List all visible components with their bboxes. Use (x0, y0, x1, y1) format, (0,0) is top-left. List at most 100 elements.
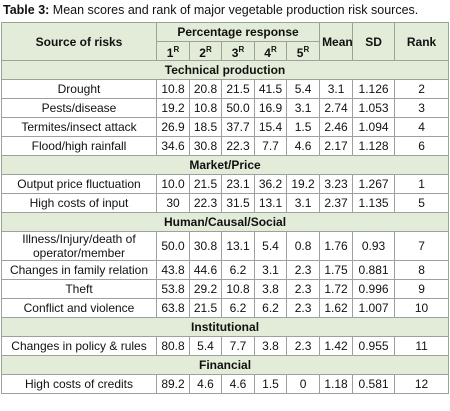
value-cell: 10.8 (189, 98, 222, 118)
value-cell: 9 (394, 279, 450, 299)
value-cell: 0.955 (352, 336, 396, 356)
value-cell: 5.4 (254, 231, 287, 261)
data-row: Drought 10.8 20.8 21.5 41.5 5.4 3.1 1.126 2 (1, 79, 450, 99)
level-header: 4R (254, 41, 287, 61)
level-number: 5 (296, 45, 304, 60)
value-cell: 1.267 (352, 174, 396, 194)
header-cell: Source of risks (1, 22, 157, 61)
value-cell: 6.2 (221, 260, 255, 280)
value-cell: 4 (394, 117, 450, 137)
level-header: 2R (189, 41, 222, 61)
data-row: High costs of credits 89.2 4.6 4.6 1.5 0 1.18 0… (1, 374, 450, 394)
value-cell: 36.2 (254, 174, 287, 194)
header-cell: Rank (394, 22, 450, 61)
value-cell: 1.135 (352, 193, 396, 213)
value-cell: 2 (394, 79, 450, 99)
value-cell: 10.8 (221, 279, 255, 299)
risk-name: Changes in policy & rules (1, 336, 157, 356)
value-cell: 23.1 (221, 174, 255, 194)
risk-name: Conflict and violence (1, 298, 157, 318)
value-cell: 50.0 (221, 98, 255, 118)
risk-name: Changes in family relation (1, 260, 157, 280)
value-cell: 21.5 (189, 298, 222, 318)
table: Source of risks Percentage response Mean SD… (0, 22, 450, 394)
value-cell: 3.23 (319, 174, 354, 194)
risk-name: Termites/insect attack (1, 117, 157, 137)
value-cell: 1.5 (285, 117, 321, 137)
level-superscript: R (238, 44, 245, 54)
value-cell: 0.881 (352, 260, 396, 280)
header-cell: Mean (319, 22, 354, 61)
value-cell: 15.4 (254, 117, 287, 137)
value-cell: 1.5 (254, 374, 287, 394)
value-cell: 3.1 (254, 260, 287, 280)
value-cell: 50.0 (156, 231, 190, 261)
level-superscript: R (173, 44, 180, 54)
section-row: Financial (0, 355, 450, 375)
value-cell: 10.8 (156, 79, 190, 99)
value-cell: 2.74 (319, 98, 354, 118)
value-cell: 29.2 (189, 279, 222, 299)
value-cell: 11 (394, 336, 450, 356)
value-cell: 4.6 (285, 136, 321, 156)
section-title: Technical production (0, 60, 450, 80)
section-title: Market/Price (0, 155, 450, 175)
value-cell: 7.7 (254, 136, 287, 156)
value-cell: 1.007 (352, 298, 396, 318)
section-title: Human/Causal/Social (0, 212, 450, 232)
value-cell: 3.8 (254, 279, 287, 299)
value-cell: 21.5 (221, 79, 255, 99)
value-cell: 2.37 (319, 193, 354, 213)
risk-name: Flood/high rainfall (1, 136, 157, 156)
value-cell: 2.3 (285, 336, 321, 356)
header-cell: Percentage response (155, 22, 321, 42)
value-cell: 0 (285, 374, 321, 394)
value-cell: 22.3 (189, 193, 222, 213)
value-cell: 0.93 (352, 231, 396, 261)
value-cell: 13.1 (221, 231, 255, 261)
value-cell: 0.581 (352, 374, 396, 394)
level-superscript: R (303, 44, 310, 54)
table-body: Technical production Drought 10.8 20.8 21.5 4… (0, 60, 450, 394)
level-number: 1 (166, 45, 174, 60)
data-row: Theft 53.8 29.2 10.8 3.8 2.3 1.72 0.996 9 (1, 279, 450, 299)
value-cell: 3.1 (319, 79, 354, 99)
level-number: 3 (231, 45, 239, 60)
value-cell: 20.8 (189, 79, 222, 99)
value-cell: 41.5 (254, 79, 287, 99)
value-cell: 7.7 (221, 336, 255, 356)
data-row: Conflict and violence 63.8 21.5 6.2 6.2 2.3 1.… (1, 298, 450, 318)
value-cell: 30.8 (189, 231, 222, 261)
value-cell: 43.8 (156, 260, 190, 280)
value-cell: 1.053 (352, 98, 396, 118)
risk-name: Pests/disease (1, 98, 157, 118)
value-cell: 18.5 (189, 117, 222, 137)
header-cell: SD (352, 22, 396, 61)
level-header: 3R (221, 41, 255, 61)
value-cell: 26.9 (156, 117, 190, 137)
value-cell: 6.2 (221, 298, 255, 318)
value-cell: 8 (394, 260, 450, 280)
risk-name: Output price fluctuation (1, 174, 157, 194)
data-row: Flood/high rainfall 34.6 30.8 22.3 7.7 4.6 2.1… (1, 136, 450, 156)
section-row: Institutional (0, 317, 450, 337)
section-title: Institutional (0, 317, 450, 337)
value-cell: 5 (394, 193, 450, 213)
table-caption: Table 3: Mean scores and rank of major v… (0, 0, 450, 22)
level-header: 5R (285, 41, 321, 61)
value-cell: 89.2 (156, 374, 190, 394)
value-cell: 30.8 (189, 136, 222, 156)
value-cell: 6.2 (254, 298, 287, 318)
level-superscript: R (270, 44, 277, 54)
section-title: Financial (0, 355, 450, 375)
level-superscript: R (205, 44, 212, 54)
value-cell: 31.5 (221, 193, 255, 213)
value-cell: 6 (394, 136, 450, 156)
value-cell: 1.128 (352, 136, 396, 156)
value-cell: 5.4 (285, 79, 321, 99)
value-cell: 2.46 (319, 117, 354, 137)
risk-name: Drought (1, 79, 157, 99)
value-cell: 37.7 (221, 117, 255, 137)
data-row: Changes in policy & rules 80.8 5.4 7.7 3.8 2.… (1, 336, 450, 356)
